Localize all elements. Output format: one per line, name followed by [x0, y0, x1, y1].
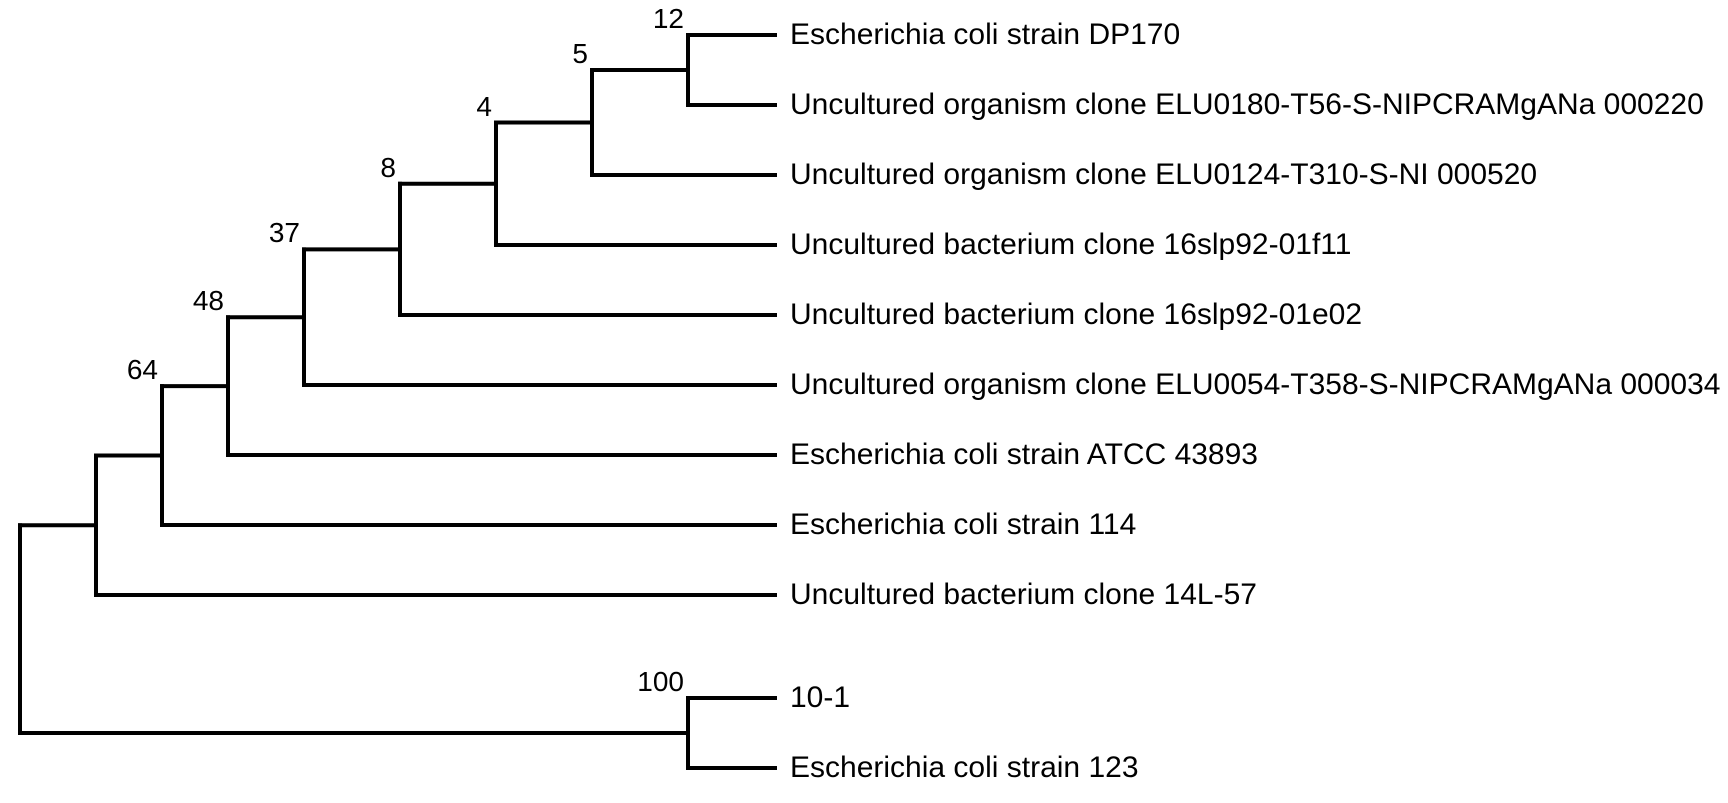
bootstrap-value: 48: [193, 287, 224, 315]
taxon-label: Uncultured organism clone ELU0054-T358-S…: [790, 370, 1720, 400]
phylogenetic-tree: Escherichia coli strain DP170 Uncultured …: [0, 0, 1728, 803]
taxon-label: Uncultured bacterium clone 16slp92-01f11: [790, 230, 1351, 260]
taxon-label: Uncultured organism clone ELU0180-T56-S-…: [790, 90, 1704, 120]
bootstrap-value: 37: [269, 219, 300, 247]
bootstrap-value: 100: [637, 668, 684, 696]
taxon-label: Escherichia coli strain DP170: [790, 20, 1180, 50]
taxon-label: Escherichia coli strain ATCC 43893: [790, 440, 1258, 470]
bootstrap-value: 64: [127, 356, 158, 384]
taxon-label: 10-1: [790, 683, 850, 713]
taxon-label: Uncultured organism clone ELU0124-T310-S…: [790, 160, 1537, 190]
bootstrap-value: 12: [653, 5, 684, 33]
taxon-label: Escherichia coli strain 114: [790, 510, 1136, 540]
taxon-label: Uncultured bacterium clone 16slp92-01e02: [790, 300, 1362, 330]
taxon-label: Escherichia coli strain 123: [790, 753, 1139, 783]
taxon-label: Uncultured bacterium clone 14L-57: [790, 580, 1257, 610]
bootstrap-value: 5: [572, 40, 588, 68]
bootstrap-value: 8: [380, 154, 396, 182]
bootstrap-value: 4: [476, 93, 492, 121]
